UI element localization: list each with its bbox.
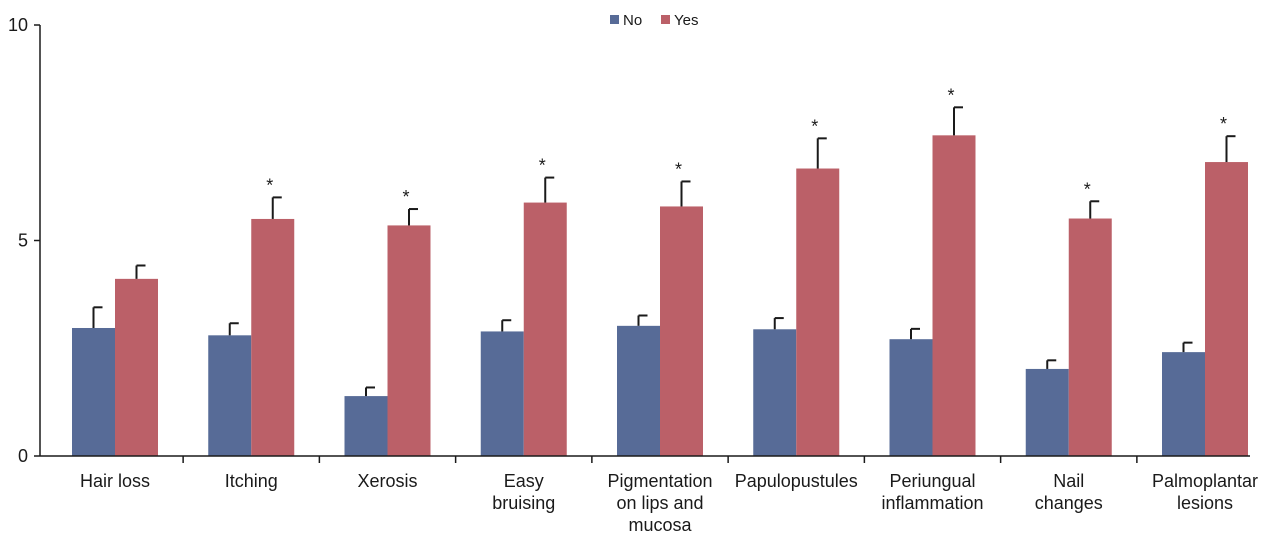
- category-label-line: Papulopustules: [735, 471, 858, 491]
- bar-group: *: [1162, 114, 1248, 457]
- bar-yes: [115, 278, 158, 456]
- legend-label: Yes: [674, 12, 698, 29]
- category-label-line: mucosa: [628, 515, 692, 535]
- significance-marker: *: [1220, 114, 1227, 134]
- category-label: Xerosis: [357, 471, 417, 491]
- category-label: Nail changes: [1035, 471, 1103, 513]
- bar-group: *: [480, 156, 567, 456]
- bar-no: [617, 325, 660, 456]
- bar-yes: [660, 206, 703, 456]
- y-tick-label: 10: [8, 15, 28, 35]
- category-label-line: Pigmentation: [607, 471, 712, 491]
- bar-no: [208, 335, 252, 456]
- category-label: Pigmentation on lips and mucosa: [607, 471, 712, 535]
- bar-yes: [1205, 162, 1248, 457]
- bar-yes: [523, 202, 567, 456]
- significance-marker: *: [947, 85, 954, 105]
- significance-marker: *: [811, 116, 818, 136]
- bar-group: *: [753, 116, 840, 456]
- category-label-line: Periungual: [889, 471, 975, 491]
- y-tick-label: 0: [18, 446, 28, 466]
- category-label: Palmoplantar lesions: [1152, 471, 1258, 513]
- significance-marker: *: [402, 187, 409, 207]
- bar-yes: [387, 225, 431, 456]
- legend-swatch: [661, 15, 670, 24]
- category-label-line: changes: [1035, 493, 1103, 513]
- category-label-line: Hair loss: [80, 471, 150, 491]
- category-label-line: inflammation: [881, 493, 983, 513]
- bar-group: [72, 264, 158, 456]
- bar-no: [480, 331, 524, 456]
- legend-item: Yes: [661, 12, 698, 29]
- bar-yes: [1068, 218, 1112, 456]
- category-label-line: on lips and: [616, 493, 703, 513]
- category-labels: Hair loss Itching Xerosis Easy bruising Pigme…: [80, 471, 1258, 535]
- bar-no: [1025, 368, 1069, 456]
- category-label: Periungual inflammation: [881, 471, 983, 513]
- bar-group: *: [344, 187, 431, 456]
- bar-group: *: [1025, 179, 1112, 456]
- category-label: Papulopustules: [735, 471, 858, 491]
- category-label-line: Xerosis: [357, 471, 417, 491]
- bar-no: [889, 339, 933, 456]
- significance-marker: *: [266, 175, 273, 195]
- category-label: Hair loss: [80, 471, 150, 491]
- category-label-line: bruising: [492, 493, 555, 513]
- bar-group: *: [617, 159, 703, 456]
- y-tick-label: 5: [18, 231, 28, 251]
- significance-marker: *: [1084, 179, 1091, 199]
- bar-yes: [796, 168, 840, 456]
- category-label-line: Nail: [1053, 471, 1084, 491]
- bar-group: *: [208, 175, 295, 456]
- bar-no: [72, 327, 115, 456]
- chart-axes: 0 5 10: [8, 15, 1250, 466]
- bar-yes: [932, 135, 976, 456]
- category-label-line: Itching: [225, 471, 278, 491]
- legend-label: No: [623, 12, 642, 29]
- category-label: Easy bruising: [492, 471, 555, 513]
- legend-swatch: [610, 15, 619, 24]
- significance-marker: *: [539, 156, 546, 176]
- significance-marker: *: [675, 159, 682, 179]
- bar-no: [753, 329, 797, 456]
- bar-no: [1162, 352, 1205, 456]
- bar-groups: * * * * * * * *: [72, 85, 1248, 457]
- category-label-line: Palmoplantar: [1152, 471, 1258, 491]
- chart-legend: No Yes: [610, 12, 698, 29]
- legend-item: No: [610, 12, 642, 29]
- bar-group: *: [889, 85, 976, 456]
- bar-no: [344, 396, 388, 456]
- category-label-line: lesions: [1177, 493, 1233, 513]
- bar-yes: [251, 218, 295, 456]
- category-label: Itching: [225, 471, 278, 491]
- category-label-line: Easy: [504, 471, 544, 491]
